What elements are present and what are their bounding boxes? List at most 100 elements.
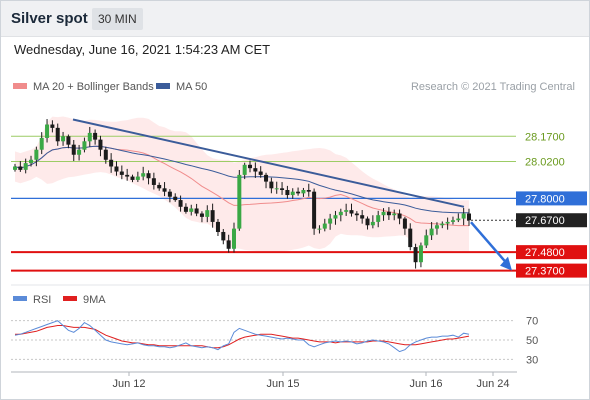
candle-body — [365, 218, 370, 226]
candle-body — [199, 213, 204, 217]
candle — [82, 137, 87, 153]
candle-body — [146, 173, 151, 179]
candle — [215, 218, 220, 236]
candle-body — [130, 176, 135, 180]
candle — [141, 166, 146, 181]
resistance-label: 28.1700 — [525, 131, 565, 143]
candle-body — [167, 191, 172, 197]
candle — [189, 204, 194, 216]
candle-body — [296, 191, 301, 194]
candle — [231, 222, 236, 253]
credit-label: Research © 2021 Trading Central — [411, 81, 575, 93]
candle-body — [109, 159, 114, 167]
candle — [173, 193, 178, 202]
candle — [87, 126, 92, 147]
candle-body — [354, 213, 359, 216]
candle — [61, 131, 66, 146]
rsi-tick-label: 70 — [526, 316, 538, 328]
candle — [456, 213, 461, 223]
candle — [66, 134, 71, 149]
candle-body — [376, 215, 381, 222]
candle-body — [360, 215, 365, 219]
candle — [381, 208, 386, 221]
candle — [210, 203, 215, 228]
candle — [402, 216, 407, 235]
candle — [413, 243, 418, 269]
candle-body — [434, 225, 439, 229]
candle-body — [18, 166, 23, 170]
candle-body — [66, 136, 71, 145]
candle — [162, 182, 167, 197]
candle-body — [370, 221, 375, 226]
ma50-legend-label: MA 50 — [176, 81, 207, 93]
rsi-tick-label: 30 — [526, 354, 538, 366]
candle-body — [258, 171, 263, 175]
candle-body — [429, 228, 434, 236]
candle — [301, 187, 306, 197]
candle-body — [301, 190, 306, 194]
candle — [114, 161, 119, 176]
candle — [178, 195, 183, 212]
candle-body — [467, 213, 471, 221]
candle-body — [328, 218, 333, 224]
candle-body — [173, 196, 178, 201]
x-tick-label: Jun 15 — [266, 378, 299, 390]
candle-body — [50, 124, 55, 128]
candle — [119, 165, 124, 180]
candle-body — [23, 163, 28, 170]
candle — [434, 222, 439, 235]
candle — [290, 188, 295, 199]
candle-body — [253, 168, 258, 172]
candle — [360, 209, 365, 224]
datetime-label: Wednesday, June 16, 2021 1:54:23 AM CET — [14, 42, 271, 57]
candle-body — [103, 149, 108, 160]
candle — [50, 120, 55, 133]
candle-body — [194, 208, 199, 214]
candle-body — [386, 211, 391, 216]
candle-body — [87, 132, 92, 142]
candle-body — [312, 191, 317, 229]
candle-body — [93, 132, 98, 140]
candle — [264, 172, 269, 189]
candle-body — [141, 173, 146, 177]
candle-body — [205, 210, 210, 217]
candle-body — [424, 235, 429, 246]
candle — [39, 132, 44, 155]
candle-body — [397, 213, 402, 219]
candle-body — [82, 141, 87, 150]
candle — [71, 139, 76, 162]
candle-body — [461, 213, 466, 219]
ma9-legend-label: 9MA — [83, 294, 106, 306]
candle — [157, 182, 162, 191]
candle — [344, 203, 349, 216]
candle — [93, 129, 98, 145]
ma20-legend-label: MA 20 + Bollinger Bands — [33, 81, 154, 93]
candle-body — [114, 166, 119, 172]
candle-body — [418, 245, 423, 263]
forecast-arrow-head — [500, 256, 512, 271]
candle-body — [119, 171, 124, 175]
candle — [194, 203, 199, 217]
candle — [45, 119, 50, 143]
candle-body — [264, 174, 269, 182]
ma9-legend-swatch — [63, 296, 77, 301]
candle — [296, 187, 301, 196]
candle-body — [280, 188, 285, 190]
last-price-label-box — [516, 213, 587, 228]
candle — [274, 181, 279, 194]
candle — [103, 146, 108, 164]
candle — [34, 146, 39, 167]
candle — [386, 207, 391, 220]
timeframe-badge[interactable]: 30 MIN — [92, 8, 143, 30]
candle — [467, 208, 471, 226]
candle — [429, 222, 434, 241]
candle-body — [231, 228, 236, 249]
trend-line — [72, 118, 465, 208]
candle-body — [178, 200, 183, 207]
candle-body — [98, 139, 103, 150]
candle — [333, 210, 338, 225]
candle-body — [290, 191, 295, 196]
candle-body — [402, 218, 407, 229]
